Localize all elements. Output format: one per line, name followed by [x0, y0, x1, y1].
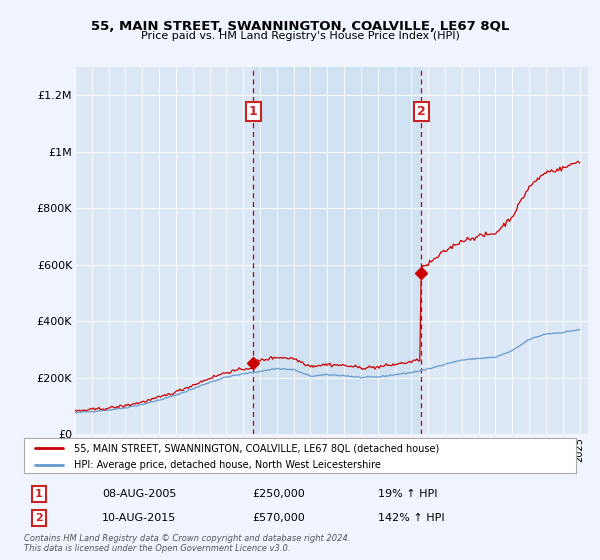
Bar — [253, 67, 421, 434]
Text: Price paid vs. HM Land Registry's House Price Index (HPI): Price paid vs. HM Land Registry's House … — [140, 31, 460, 41]
Text: £250,000: £250,000 — [252, 489, 305, 499]
Text: 2: 2 — [417, 105, 426, 118]
Text: HPI: Average price, detached house, North West Leicestershire: HPI: Average price, detached house, Nort… — [74, 460, 380, 469]
Text: £570,000: £570,000 — [252, 513, 305, 523]
Text: 2: 2 — [35, 513, 43, 523]
Text: 19% ↑ HPI: 19% ↑ HPI — [378, 489, 437, 499]
Text: 55, MAIN STREET, SWANNINGTON, COALVILLE, LE67 8QL (detached house): 55, MAIN STREET, SWANNINGTON, COALVILLE,… — [74, 443, 439, 453]
Text: 142% ↑ HPI: 142% ↑ HPI — [378, 513, 445, 523]
Text: 1: 1 — [35, 489, 43, 499]
Text: 1: 1 — [249, 105, 257, 118]
Text: Contains HM Land Registry data © Crown copyright and database right 2024.
This d: Contains HM Land Registry data © Crown c… — [24, 534, 350, 553]
Text: 08-AUG-2005: 08-AUG-2005 — [102, 489, 176, 499]
Text: 55, MAIN STREET, SWANNINGTON, COALVILLE, LE67 8QL: 55, MAIN STREET, SWANNINGTON, COALVILLE,… — [91, 20, 509, 32]
Text: 10-AUG-2015: 10-AUG-2015 — [102, 513, 176, 523]
